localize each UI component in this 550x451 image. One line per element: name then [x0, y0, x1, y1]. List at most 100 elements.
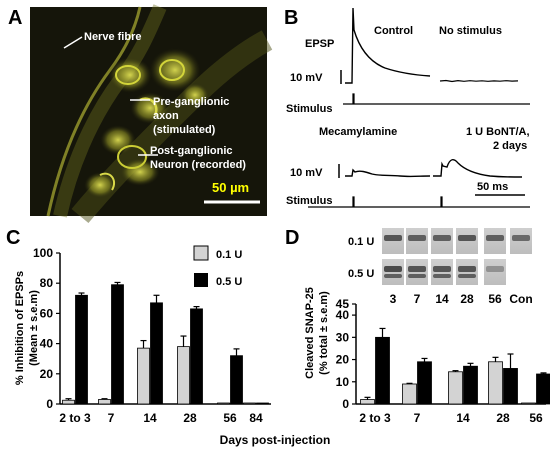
label-pre-ganglionic-1: Pre-ganglionic — [153, 96, 229, 108]
blot-lane-label: 7 — [414, 292, 421, 306]
chart-d-xtick-label: 14 — [456, 411, 470, 425]
blot-lane-label: Con — [509, 292, 532, 306]
chart-d-ytick-label: 20 — [336, 353, 350, 367]
chart-c-bar — [62, 399, 75, 405]
chart-c-bar — [98, 399, 111, 405]
blot-band — [408, 266, 426, 272]
panel-a: A Nerve fibre Pre-ganglionic axon (stimu… — [8, 4, 273, 224]
legend-swatch-0-5u — [194, 273, 208, 287]
scale-mv-top-label: 10 mV — [290, 72, 323, 84]
blot-row-label-0-1u: 0.1 U — [348, 236, 374, 248]
panel-letter-b: B — [284, 7, 298, 29]
chart-c-bar — [177, 346, 190, 405]
label-bont-line1: 1 U BoNT/A, — [466, 126, 530, 138]
trace-mecamylamine — [345, 168, 431, 178]
chart-c: 0 20 40 60 80 100 2 to 3 7 14 28 56 84 — [33, 246, 271, 425]
chart-d-bar — [375, 336, 390, 405]
chart-d-ytick-label: 40 — [336, 308, 350, 322]
blot-band — [384, 266, 402, 272]
chart-c-ytick-label: 100 — [33, 246, 53, 260]
trace-control — [345, 7, 431, 84]
chart-c-bar — [217, 402, 230, 405]
y-axis-title-d-line1: Cleaved SNAP-25 — [304, 287, 316, 379]
panel-letter-c: C — [6, 227, 20, 249]
label-post-ganglionic-2: Neuron (recorded) — [150, 159, 246, 171]
legend-label-0-1u: 0.1 U — [216, 249, 242, 261]
label-pre-ganglionic-2: axon — [153, 110, 179, 122]
chart-c-ytick-label: 80 — [40, 276, 54, 290]
chart-d-ytick-label: 30 — [336, 330, 350, 344]
panel-letter-d: D — [285, 227, 299, 249]
trace-bont — [433, 158, 523, 178]
stimulus-trace-top — [343, 93, 530, 105]
legend-label-0-5u: 0.5 U — [216, 276, 242, 288]
scale-bar-label: 50 µm — [212, 180, 249, 195]
blot-band-cleaved — [384, 274, 402, 278]
y-axis-title-c-line2: (Mean ± s.e.m) — [28, 290, 40, 366]
chart-c-bar — [190, 308, 203, 405]
label-pre-ganglionic-3: (stimulated) — [153, 124, 216, 136]
pointer-nerve — [63, 36, 83, 49]
blot-lane-label: 3 — [390, 292, 397, 306]
trace-no-stimulus — [439, 79, 519, 83]
chart-c-ytick-label: 60 — [40, 306, 54, 320]
chart-c-xtick-label: 14 — [143, 411, 157, 425]
chart-d-xtick-label: 28 — [496, 411, 510, 425]
y-axis-title-d-line2: (% total ± s.e.m) — [318, 291, 330, 375]
chart-c-ytick-label: 0 — [46, 397, 53, 411]
chart-c-bar — [243, 402, 256, 405]
chart-c-xtick-label: 56 — [223, 411, 237, 425]
chart-d-bar — [488, 361, 503, 405]
label-epsp: EPSP — [305, 38, 334, 50]
chart-d-bar — [521, 402, 536, 405]
chart-c-bar — [75, 294, 88, 405]
blot-band — [433, 235, 451, 241]
western-blot: 0.1 U 0.5 U 3 7 14 28 56 Con — [348, 228, 533, 306]
label-mecamylamine: Mecamylamine — [319, 126, 397, 138]
label-post-ganglionic-1: Post-ganglionic — [150, 145, 233, 157]
label-control: Control — [374, 25, 413, 37]
legend-swatch-0-1u — [193, 245, 209, 261]
chart-d-bar — [463, 365, 478, 405]
chart-d-bar — [402, 383, 417, 405]
chart-d-bar — [448, 371, 463, 405]
blot-band — [512, 235, 530, 241]
x-axis-title: Days post-injection — [220, 433, 331, 447]
blot-lane-label: 14 — [435, 292, 449, 306]
blot-row-label-0-5u: 0.5 U — [348, 268, 374, 280]
y-axis-title-c: % Inhibition of EPSPs (Mean ± s.e.m) — [14, 271, 40, 385]
blot-band — [486, 266, 504, 272]
panel-d: D Cleaved SNAP-25 (% total ± s.e.m) 0 10 2… — [285, 227, 550, 425]
time-scale-label: 50 ms — [477, 181, 508, 193]
legend-c: 0.1 U 0.5 U — [193, 245, 242, 288]
blot-band — [408, 235, 426, 241]
chart-d-ytick-label: 0 — [342, 397, 349, 411]
chart-c-bar — [230, 355, 243, 405]
chart-c-xtick-label: 28 — [183, 411, 197, 425]
label-stimulus-bottom: Stimulus — [286, 195, 332, 207]
blot-band — [486, 235, 504, 241]
y-axis-title-c-line1: % Inhibition of EPSPs — [14, 271, 26, 385]
blot-band — [433, 266, 451, 272]
blot-lanes: 3 7 14 28 56 Con — [382, 228, 533, 306]
blot-lane-label: 28 — [460, 292, 474, 306]
panel-c: C % Inhibition of EPSPs (Mean ± s.e.m) 0… — [6, 227, 271, 425]
chart-c-xtick-label: 7 — [108, 411, 115, 425]
blot-band — [458, 235, 476, 241]
stimulus-trace-bottom — [308, 196, 530, 208]
label-nerve-fibre: Nerve fibre — [84, 31, 141, 43]
label-no-stimulus: No stimulus — [439, 25, 502, 37]
panel-b: B EPSP Control No stimulus 10 mV Stimulu… — [284, 7, 530, 208]
chart-c-xtick-label: 2 to 3 — [59, 411, 91, 425]
micrograph-fluorescence — [46, 4, 273, 224]
chart-d-xtick-label: 2 to 3 — [359, 411, 391, 425]
label-bont-line2: 2 days — [493, 140, 527, 152]
panel-letter-a: A — [8, 7, 22, 29]
chart-c-ytick-label: 20 — [40, 367, 54, 381]
chart-c-bar — [150, 302, 163, 405]
chart-d-xtick-label: 7 — [414, 411, 421, 425]
blot-band-cleaved — [458, 274, 476, 278]
chart-d-bar — [503, 368, 518, 405]
